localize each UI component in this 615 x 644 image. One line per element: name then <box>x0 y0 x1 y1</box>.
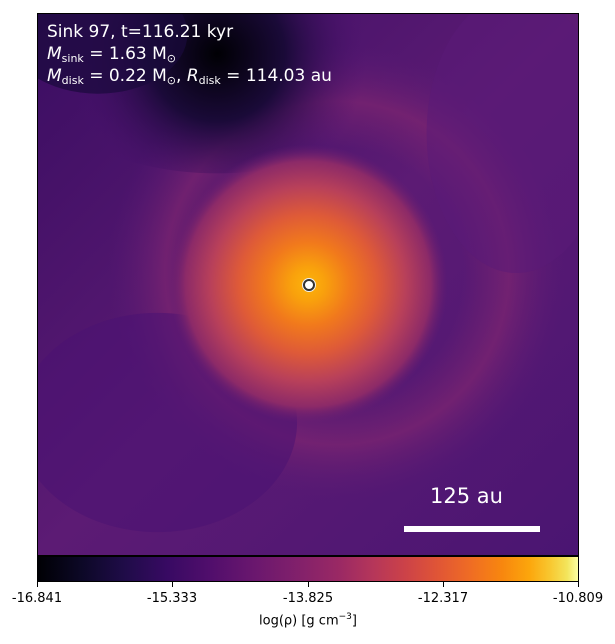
colorbar-tick <box>443 582 444 587</box>
colorbar-tick <box>172 582 173 587</box>
sink-mass-label: Msink = 1.63 M⊙ <box>47 44 177 65</box>
colorbar-tick <box>308 582 309 587</box>
colorbar-tick-label: -16.841 <box>11 591 63 606</box>
sink-marker-icon <box>303 279 315 291</box>
colorbar-tick-label: -10.809 <box>552 591 604 606</box>
colorbar-tick <box>578 582 579 587</box>
disk-properties-label: Mdisk = 0.22 M⊙, Rdisk = 114.03 au <box>47 66 332 87</box>
sink-title: Sink 97, t=116.21 kyr <box>47 22 234 42</box>
scale-bar-label: 125 au <box>430 484 503 508</box>
colorbar-tick-label: -13.825 <box>282 591 334 606</box>
scale-bar <box>404 526 540 532</box>
density-map: Sink 97, t=116.21 kyr Msink = 1.63 M⊙ Md… <box>37 13 579 556</box>
colorbar-title: log(ρ) [g cm−3] <box>259 612 357 629</box>
colorbar <box>37 556 579 582</box>
colorbar-tick <box>37 582 38 587</box>
colorbar-tick-label: -15.333 <box>146 591 198 606</box>
colorbar-tick-label: -12.317 <box>417 591 469 606</box>
